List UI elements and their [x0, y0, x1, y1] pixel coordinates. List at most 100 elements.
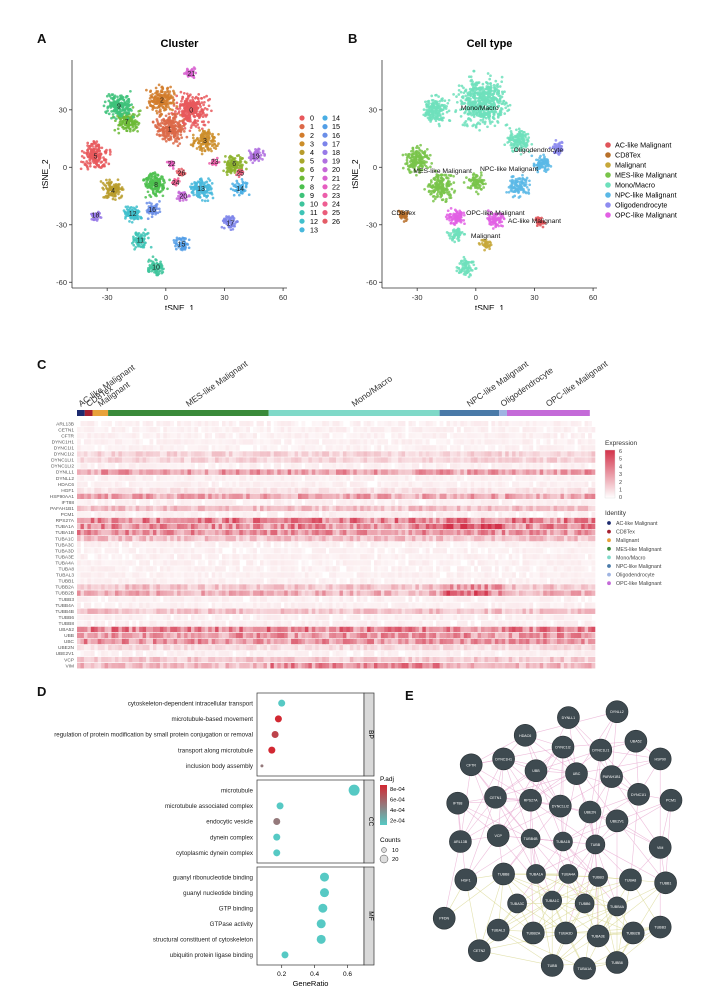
heat-cell	[536, 421, 541, 427]
data-point	[90, 142, 93, 146]
data-point	[232, 165, 236, 169]
data-point	[254, 157, 258, 160]
data-point	[507, 185, 511, 189]
data-point	[205, 138, 209, 142]
heat-cell	[467, 427, 471, 433]
data-point	[519, 137, 522, 141]
data-point	[487, 110, 491, 114]
data-point	[102, 164, 106, 168]
data-point	[446, 209, 450, 213]
heat-cell	[284, 433, 288, 439]
data-point	[485, 108, 489, 112]
heat-cell	[456, 421, 461, 427]
data-point	[540, 216, 543, 220]
data-point	[488, 114, 492, 118]
heat-cell	[156, 421, 161, 427]
data-point	[159, 97, 163, 101]
data-point	[157, 98, 161, 101]
data-point	[257, 154, 260, 158]
data-point	[200, 152, 204, 156]
data-point	[114, 101, 117, 105]
data-point	[471, 87, 475, 90]
heat-cell	[77, 433, 81, 439]
data-point	[226, 169, 230, 172]
heat-cell	[239, 421, 244, 427]
heat-cell	[450, 421, 454, 427]
legend-label: 10	[310, 200, 318, 209]
data-point	[95, 150, 99, 154]
heat-cell	[180, 421, 185, 427]
data-point	[234, 161, 238, 164]
heat-cell	[125, 433, 130, 439]
y-tick-label: -30	[56, 220, 67, 229]
heat-cell	[432, 421, 437, 427]
data-point	[161, 137, 165, 141]
data-point	[165, 105, 168, 109]
data-point	[102, 188, 105, 191]
data-point	[527, 188, 531, 192]
data-point	[237, 170, 241, 174]
data-point	[261, 149, 265, 153]
data-point	[475, 190, 478, 194]
data-point	[498, 97, 502, 101]
legend-label: 0	[310, 114, 314, 123]
data-point	[545, 158, 549, 161]
data-point	[96, 144, 100, 148]
data-point	[478, 93, 482, 97]
data-point	[430, 110, 434, 113]
heat-cell	[304, 433, 309, 439]
data-point	[206, 199, 210, 203]
data-point	[467, 113, 470, 116]
data-point	[193, 115, 196, 119]
data-point	[257, 159, 261, 163]
heat-cell	[201, 421, 206, 427]
heat-cell	[163, 433, 168, 439]
heat-cell	[394, 421, 399, 427]
heat-cell	[163, 421, 168, 427]
heat-cell	[525, 421, 530, 427]
data-point	[176, 144, 180, 148]
heat-cell	[149, 421, 154, 427]
data-point	[145, 201, 149, 205]
data-point	[215, 156, 219, 160]
data-point	[87, 155, 91, 159]
heat-cell	[191, 433, 195, 439]
data-point	[482, 114, 486, 117]
data-point	[114, 104, 118, 107]
data-point	[120, 101, 123, 105]
data-point	[228, 162, 232, 166]
data-point	[521, 145, 524, 148]
data-point	[187, 246, 191, 250]
data-point	[108, 153, 112, 156]
data-point	[183, 127, 187, 130]
data-point	[493, 124, 497, 128]
data-point	[134, 123, 138, 126]
data-point	[110, 191, 113, 195]
heat-cell	[235, 433, 240, 439]
data-point	[482, 102, 485, 106]
heat-cell	[408, 433, 413, 439]
data-point	[479, 188, 483, 191]
data-point	[159, 94, 163, 97]
data-point	[147, 270, 151, 273]
data-point	[462, 219, 466, 222]
data-point	[535, 163, 539, 167]
heat-cell	[191, 427, 195, 433]
heat-cell	[173, 427, 178, 433]
data-point	[441, 97, 444, 100]
heat-cell	[398, 421, 402, 427]
data-point	[182, 118, 186, 122]
data-point	[541, 225, 545, 229]
data-point	[476, 192, 480, 196]
data-point	[132, 243, 136, 247]
data-point	[449, 222, 453, 225]
data-point	[164, 114, 168, 118]
data-point	[183, 193, 186, 197]
heat-cell	[505, 421, 509, 427]
data-point	[539, 163, 543, 167]
heat-cell	[125, 421, 130, 427]
heat-cell	[588, 427, 592, 433]
data-point	[142, 245, 146, 249]
data-point	[104, 150, 108, 154]
heat-cell	[588, 421, 592, 427]
